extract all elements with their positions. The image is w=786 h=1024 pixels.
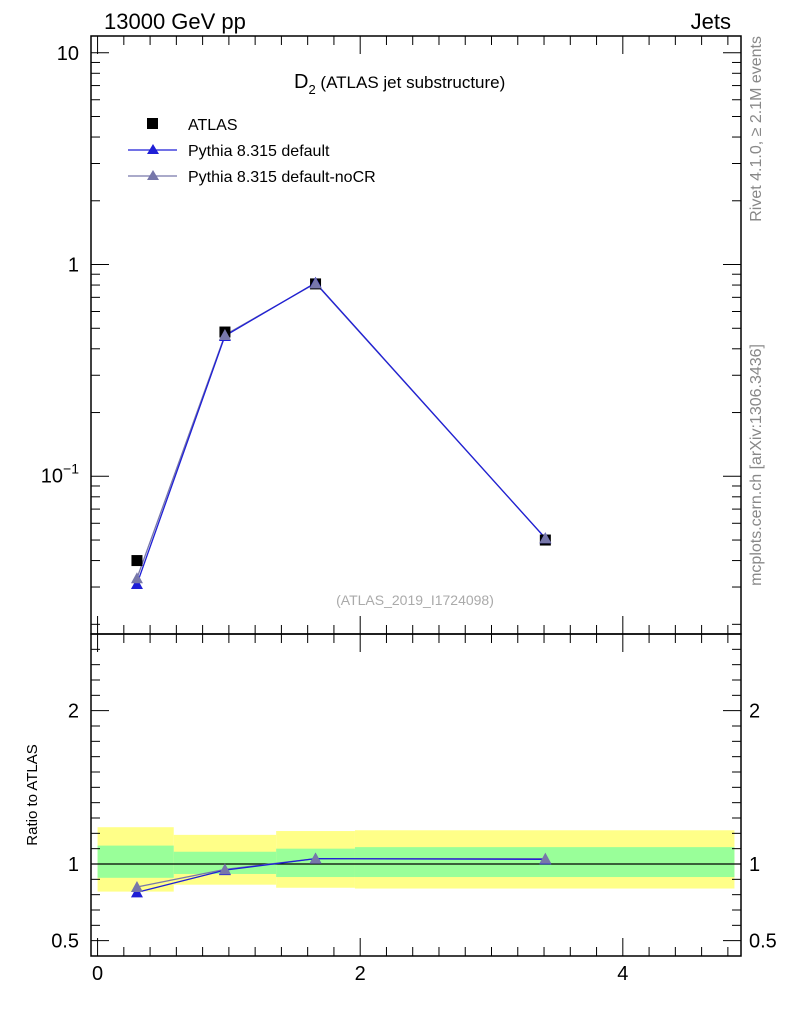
mcplots-label: mcplots.cern.ch [arXiv:1306.3436]	[748, 344, 765, 586]
uncertainty-band-inner	[97, 845, 174, 878]
legend-marker-default	[147, 144, 159, 154]
ratio-nocr-point	[130, 881, 143, 892]
legend-label-default: Pythia 8.315 default	[188, 143, 330, 160]
legend-marker-nocr	[147, 170, 159, 180]
legend-label-atlas: ATLAS	[188, 117, 238, 134]
analysis-watermark: (ATLAS_2019_I1724098)	[336, 592, 494, 608]
uncertainty-band-inner	[173, 851, 277, 874]
ratio-y-tick-label: 1	[68, 854, 79, 876]
nocr-point	[309, 277, 322, 289]
ratio-y-tick-label: 2	[68, 701, 79, 723]
series-line-default	[136, 281, 546, 585]
atlas-data-point	[131, 555, 143, 567]
x-tick-label: 2	[355, 963, 366, 985]
nocr-point	[218, 328, 231, 340]
ratio-nocr-point	[309, 852, 322, 864]
main-y-tick-label: 1	[68, 255, 79, 277]
ratio-y-tick-label-right: 2	[749, 701, 760, 723]
ratio-y-tick-label: 0.5	[51, 931, 79, 953]
legend-label-nocr: Pythia 8.315 default-noCR	[188, 169, 376, 186]
ratio-nocr-point	[218, 863, 231, 875]
plot-title: D2 (ATLAS jet substructure)	[294, 71, 505, 97]
main-y-tick-label: 10	[57, 43, 79, 65]
ratio-y-tick-label-right: 0.5	[749, 931, 777, 953]
rivet-version-label: Rivet 4.1.0, ≥ 2.1M events	[748, 36, 765, 222]
ratio-nocr-point	[539, 852, 552, 864]
nocr-point	[130, 572, 143, 584]
legend: ATLAS Pythia 8.315 default Pythia 8.315 …	[128, 117, 376, 186]
ratio-y-tick-label-right: 1	[749, 854, 760, 876]
series-line-nocr	[136, 282, 546, 579]
main-y-tick-label: 10−1	[41, 460, 79, 487]
x-tick-label: 4	[617, 963, 628, 985]
default-point	[130, 578, 143, 590]
ratio-line-default	[136, 857, 546, 893]
x-tick-label: 0	[92, 963, 103, 985]
header-energy: 13000 GeV pp	[104, 9, 246, 34]
ratio-y-axis-label: Ratio to ATLAS	[24, 744, 41, 845]
header-process: Jets	[691, 9, 731, 34]
nocr-point	[539, 532, 552, 544]
ratio-plot-frame	[90, 633, 742, 957]
legend-marker-atlas	[147, 118, 158, 129]
